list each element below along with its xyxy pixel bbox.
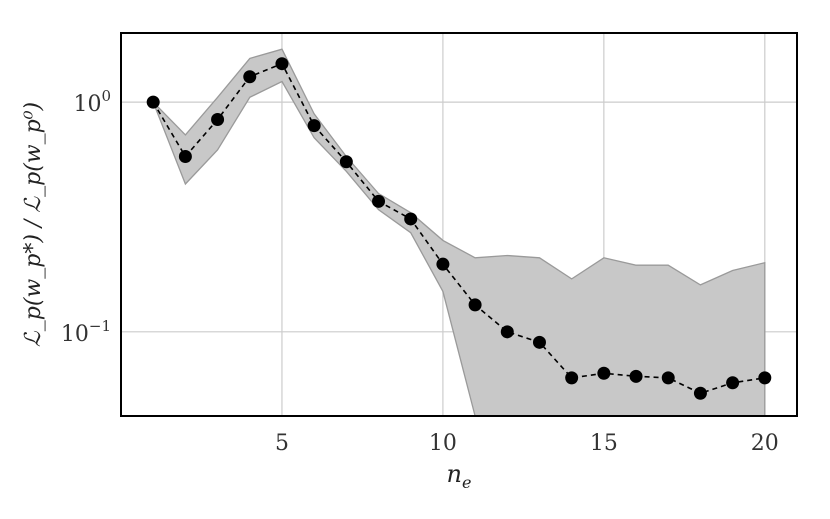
x-tick-label: 10 bbox=[429, 431, 457, 456]
data-point bbox=[532, 335, 546, 349]
data-point bbox=[468, 298, 482, 312]
x-tick-label: 5 bbox=[275, 431, 289, 456]
confidence-band-area bbox=[152, 48, 766, 417]
y-tick-label: 10−1 bbox=[61, 317, 111, 347]
data-point bbox=[307, 119, 321, 133]
axis-labels: ne ℒ_p(w_p*) / ℒ_p(w_p⁰) bbox=[21, 102, 471, 492]
confidence-band bbox=[152, 48, 766, 417]
data-point bbox=[275, 57, 289, 71]
data-point bbox=[726, 376, 740, 390]
data-point bbox=[758, 371, 772, 385]
data-point bbox=[211, 113, 225, 127]
x-axis-label: ne bbox=[447, 460, 472, 492]
x-ticks: 5 10 15 20 bbox=[275, 431, 779, 456]
y-tick-label: 100 bbox=[73, 87, 111, 117]
data-point bbox=[339, 155, 353, 169]
data-point bbox=[404, 212, 418, 226]
x-tick-label: 20 bbox=[751, 431, 779, 456]
y-axis-label: ℒ_p(w_p*) / ℒ_p(w_p⁰) bbox=[21, 102, 46, 347]
data-point bbox=[243, 70, 257, 84]
data-point bbox=[178, 149, 192, 163]
x-tick-label: 15 bbox=[590, 431, 618, 456]
data-point bbox=[372, 194, 386, 208]
data-point bbox=[661, 371, 675, 385]
data-series bbox=[146, 57, 772, 400]
data-point bbox=[565, 371, 579, 385]
data-point bbox=[629, 369, 643, 383]
data-point bbox=[500, 325, 514, 339]
data-point bbox=[146, 95, 160, 109]
data-point bbox=[436, 257, 450, 271]
y-ticks: 100 10−1 bbox=[61, 87, 111, 347]
plot-frame bbox=[120, 32, 798, 417]
data-point bbox=[693, 386, 707, 400]
data-point bbox=[597, 366, 611, 380]
